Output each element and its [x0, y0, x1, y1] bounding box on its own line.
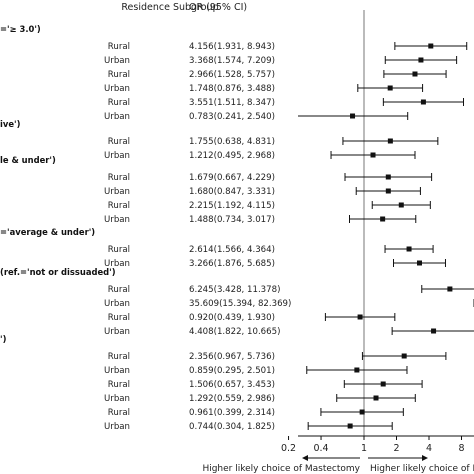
or-point	[347, 423, 353, 429]
or-point	[447, 286, 453, 292]
or-point	[380, 216, 386, 222]
row-subgroup: Urban	[104, 187, 130, 197]
row-or-text: 2.215(1.192, 4.115)	[189, 201, 275, 211]
or-point	[380, 381, 386, 387]
or-point	[357, 314, 363, 320]
row-or-text: 0.783(0.241, 2.540)	[189, 112, 275, 122]
row-or-text: 3.551(1.511, 8.347)	[189, 98, 275, 108]
row-or-text: 1.748(0.876, 3.488)	[189, 84, 275, 94]
row-or-text: 1.679(0.667, 4.229)	[189, 173, 275, 183]
row-subgroup: Rural	[108, 173, 130, 183]
or-point	[406, 246, 412, 252]
left-arrow-head	[302, 455, 308, 461]
or-point	[387, 85, 393, 91]
row-subgroup: Urban	[104, 327, 130, 337]
row-subgroup: Urban	[104, 84, 130, 94]
group-label: ')	[0, 334, 7, 344]
row-or-text: 35.609(15.394, 82.369)	[189, 299, 291, 309]
or-point	[428, 43, 434, 49]
or-point	[418, 57, 424, 63]
row-subgroup: Urban	[104, 112, 130, 122]
x-tick-label: 4	[426, 443, 432, 454]
or-point	[373, 395, 379, 401]
row-subgroup: Urban	[104, 151, 130, 161]
or-point	[370, 152, 376, 158]
group-label: ive')	[0, 119, 21, 129]
row-subgroup: Rural	[108, 42, 130, 52]
group-label: le & under')	[0, 155, 56, 165]
or-point	[416, 260, 422, 266]
or-point	[359, 409, 365, 415]
x-tick-label: 1	[361, 443, 367, 454]
or-point	[401, 353, 407, 359]
row-subgroup: Rural	[108, 380, 130, 390]
x-tick-label: 2	[393, 443, 399, 454]
row-or-text: 0.920(0.439, 1.930)	[189, 313, 275, 323]
row-or-text: 0.744(0.304, 1.825)	[189, 422, 275, 432]
row-subgroup: Rural	[108, 408, 130, 418]
or-point	[420, 99, 426, 105]
x-tick-label: 0.2	[281, 443, 296, 454]
or-point	[431, 328, 437, 334]
row-or-text: 3.266(1.876, 5.685)	[189, 259, 275, 269]
row-or-text: 2.614(1.566, 4.364)	[189, 245, 275, 255]
row-or-text: 3.368(1.574, 7.209)	[189, 56, 275, 66]
row-subgroup: Urban	[104, 215, 130, 225]
row-or-text: 4.408(1.822, 10.665)	[189, 327, 280, 337]
row-or-text: 1.506(0.657, 3.453)	[189, 380, 275, 390]
row-or-text: 1.680(0.847, 3.331)	[189, 187, 275, 197]
row-or-text: 6.245(3.428, 11.378)	[189, 285, 280, 295]
row-or-text: 0.859(0.295, 2.501)	[189, 366, 275, 376]
group-label: ='average & under')	[0, 227, 95, 237]
row-subgroup: Rural	[108, 137, 130, 147]
row-subgroup: Urban	[104, 56, 130, 66]
row-or-text: 1.292(0.559, 2.986)	[189, 394, 275, 404]
row-subgroup: Rural	[108, 201, 130, 211]
or-point	[350, 113, 356, 119]
or-point	[398, 202, 404, 208]
row-or-text: 1.212(0.495, 2.968)	[189, 151, 275, 161]
annotation-right: Higher likely choice of BC	[370, 464, 474, 474]
row-subgroup: Rural	[108, 352, 130, 362]
annotation-left: Higher likely choice of Mastectomy	[202, 464, 360, 474]
row-or-text: 1.488(0.734, 3.017)	[189, 215, 275, 225]
row-or-text: 0.961(0.399, 2.314)	[189, 408, 275, 418]
row-or-text: 2.356(0.967, 5.736)	[189, 352, 275, 362]
row-or-text: 2.966(1.528, 5.757)	[189, 70, 275, 80]
x-tick-label: 0.4	[313, 443, 328, 454]
or-point	[385, 188, 391, 194]
row-subgroup: Rural	[108, 70, 130, 80]
or-point	[354, 367, 360, 373]
x-tick-label: 8	[458, 443, 464, 454]
row-subgroup: Urban	[104, 394, 130, 404]
or-point	[385, 174, 391, 180]
or-point	[387, 138, 393, 144]
row-or-text: 4.156(1.931, 8.943)	[189, 42, 275, 52]
row-subgroup: Urban	[104, 366, 130, 376]
row-or-text: 1.755(0.638, 4.831)	[189, 137, 275, 147]
row-subgroup: Rural	[108, 313, 130, 323]
row-subgroup: Urban	[104, 422, 130, 432]
or-point	[412, 71, 418, 77]
header-subgroup: Residence Subgroup	[121, 2, 218, 13]
group-label: ='≥ 3.0')	[0, 24, 41, 34]
group-label: (ref.='not or dissuaded')	[0, 267, 116, 277]
row-subgroup: Rural	[108, 98, 130, 108]
right-arrow-head	[422, 455, 428, 461]
row-subgroup: Rural	[108, 285, 130, 295]
row-subgroup: Urban	[104, 299, 130, 309]
row-subgroup: Rural	[108, 245, 130, 255]
header-or-ci: OR (95% CI)	[189, 2, 247, 13]
row-subgroup: Urban	[104, 259, 130, 269]
